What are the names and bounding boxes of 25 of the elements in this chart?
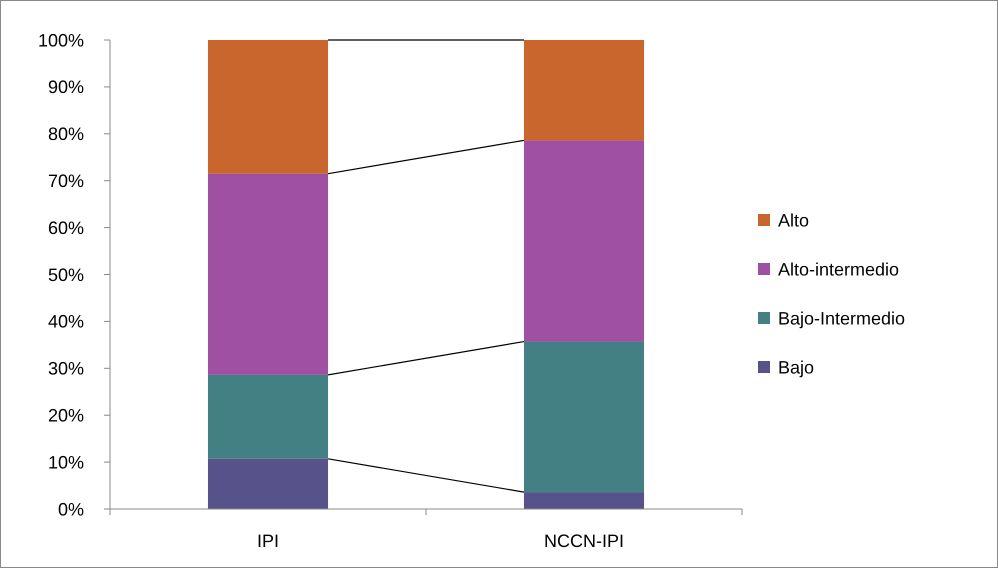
bar (524, 492, 644, 509)
legend-label: Alto-intermedio (778, 259, 900, 280)
bar (208, 458, 328, 509)
y-tick-label: 70% (48, 171, 84, 191)
bar (208, 374, 328, 459)
y-tick-label: 0% (58, 499, 84, 520)
bar (524, 140, 644, 342)
x-tick-label: NCCN-IPI (544, 531, 624, 551)
legend-label: Bajo-Intermedio (778, 308, 906, 328)
bar (208, 174, 328, 375)
x-tick-label: IPI (256, 531, 280, 551)
legend-label: Bajo (778, 357, 814, 378)
y-tick-label: 90% (48, 77, 84, 98)
y-tick-label: 100% (38, 30, 84, 50)
y-tick-label: 20% (48, 406, 84, 426)
y-tick-label: 30% (48, 358, 84, 379)
y-tick-label: 80% (48, 124, 84, 144)
legend-label: Alto (778, 210, 810, 230)
bar (524, 40, 644, 140)
y-tick-label: 10% (48, 452, 84, 472)
bar (208, 40, 328, 174)
y-tick-label: 40% (48, 312, 84, 332)
y-tick-label: 50% (48, 264, 84, 285)
bar (524, 342, 644, 492)
y-tick-label: 60% (48, 218, 84, 238)
